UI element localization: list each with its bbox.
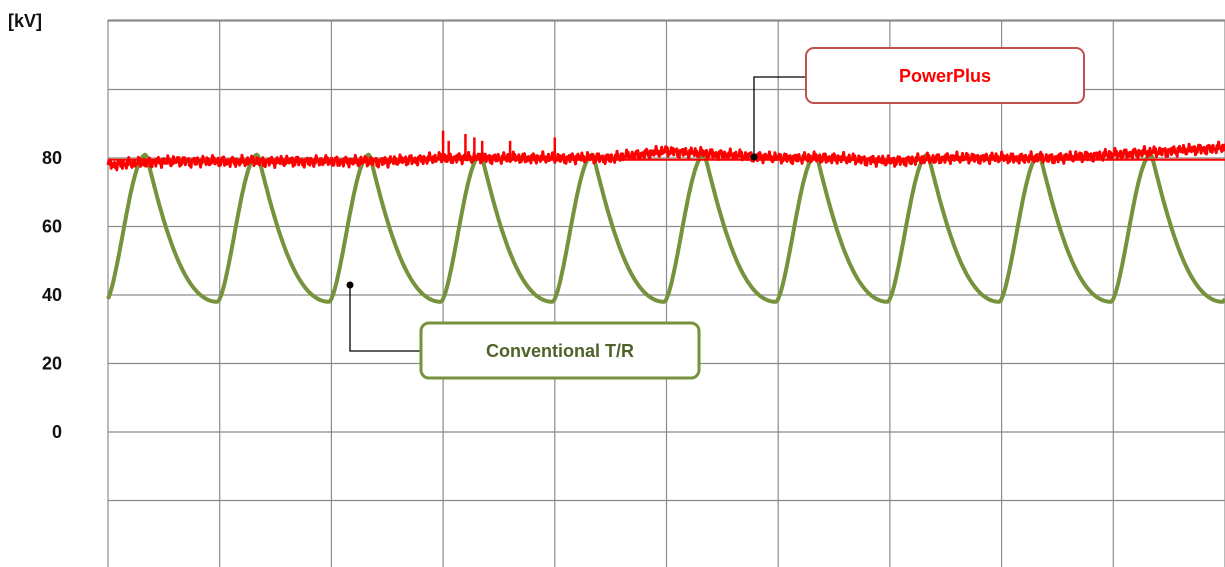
powerplus-leader-line <box>753 76 806 157</box>
y-tick-label: 60 <box>42 217 62 237</box>
conventional-callout-box <box>419 321 701 380</box>
conventional-callout-text: Conventional T/R <box>486 341 634 361</box>
conventional-leader-line <box>349 285 421 352</box>
powerplus-callout-text: PowerPlus <box>899 66 991 86</box>
y-axis-ticks: 80 60 40 20 0 <box>42 148 62 442</box>
y-tick-label: 40 <box>42 285 62 305</box>
y-tick-label: 80 <box>42 148 62 168</box>
series-group <box>106 130 1225 304</box>
y-tick-label: 0 <box>52 422 62 442</box>
callouts: PowerPlus Conventional T/R <box>346 47 1085 380</box>
series-line-powerplus <box>106 140 1225 172</box>
conventional-leader-dot <box>346 281 354 289</box>
y-axis-unit-label: [kV] <box>8 11 42 31</box>
powerplus-leader-dot <box>750 153 758 161</box>
series-line-conventional-tr <box>106 152 1225 304</box>
y-tick-label: 20 <box>42 354 62 374</box>
powerplus-callout-box <box>805 47 1085 104</box>
